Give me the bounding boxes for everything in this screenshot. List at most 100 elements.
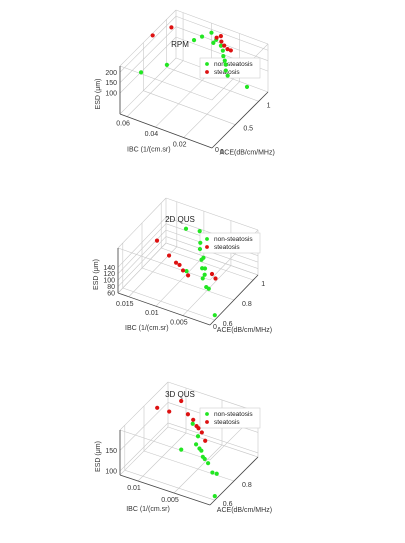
z-tick-label: 200 [105,70,117,77]
z-tick-label: 60 [107,291,115,298]
steatosis-point [180,268,186,273]
x-tick-label: 0.06 [116,121,130,128]
x-axis-label: IBC (1/(cm.sr) [127,147,171,154]
non-steatosis-point [222,58,227,63]
x-tick-label: 0.01 [127,485,141,492]
steatosis-point [179,398,184,404]
legend-marker [205,245,209,249]
steatosis-point [199,430,204,435]
non-steatosis-point [225,73,230,78]
non-steatosis-point [199,34,205,39]
non-steatosis-point [202,456,207,462]
x-tick-label: 0.04 [145,131,159,138]
steatosis-point [218,34,223,39]
x-tick-label: 0 [213,324,217,331]
z-axis-label: ESD (μm) [95,441,102,472]
legend-label-0: non-steatosis [214,236,253,243]
non-steatosis-point [202,266,208,271]
y-axis [211,91,269,149]
legend-marker [205,62,209,66]
non-steatosis-point [199,448,204,453]
steatosis-point [203,438,208,443]
grid-line [165,242,259,276]
grid-line [161,247,254,281]
steatosis-point [191,417,196,422]
non-steatosis-point [193,442,199,447]
z-tick-label: 150 [105,448,117,455]
z-tick-label: 100 [103,278,115,285]
chart-panel-3: 0.005 0.01 0.6 0.8 100 150 IBC (1/(cm.sr) ACE(d… [95,381,272,514]
steatosis-point [173,260,179,265]
x-tick-label: 0.01 [145,310,159,317]
x-axis-label: IBC (1/(cm.sr) [125,325,169,332]
steatosis-point [228,48,233,53]
non-steatosis-point [223,68,228,73]
steatosis-point [219,39,224,44]
legend-label-1: steatosis [214,419,240,426]
y-tick-label: 0 [220,149,224,156]
y-tick-label: 1 [261,281,265,288]
box-edge [119,9,177,67]
grid-line [155,70,212,128]
z-tick-label: 120 [103,271,115,278]
non-steatosis-point [202,272,207,277]
x-axis [119,474,211,506]
non-steatosis-point [198,240,203,245]
non-steatosis-point [223,62,228,67]
chart-title: 2D QUS [165,215,195,224]
legend-box [199,57,261,79]
chart-panel-1: 0.02 0.04 0.06 0 0 0.5 1 100 150 200 IBC (1/(cm.sr… [95,9,275,156]
legend-label-1: steatosis [214,69,240,76]
non-steatosis-point [201,255,206,260]
grid-line [143,90,236,125]
steatosis-point [222,43,227,48]
legend-marker [205,420,209,424]
y-tick-label: 1 [267,102,271,109]
z-axis-label: ESD (μm) [95,79,102,110]
y-tick-label: 0.8 [242,301,252,308]
grid-line [166,67,259,102]
chart-title: RPM [171,40,189,49]
box-edge [117,247,211,281]
non-steatosis-point [200,276,205,281]
non-steatosis-point [220,48,225,53]
non-steatosis-point [183,226,189,231]
z-tick-label: 80 [107,284,115,291]
steatosis-point [177,262,182,268]
legend-box [199,407,261,429]
x-tick-label: 0 [215,147,219,154]
z-tick-label: 100 [105,468,117,475]
non-steatosis-point [197,228,202,234]
grid-line [175,15,269,51]
y-axis-label: ACE(dB/cm/MHz) [217,327,272,334]
grid-line [167,422,259,454]
non-steatosis-point [212,313,217,318]
non-steatosis-point [244,84,250,90]
non-steatosis-point [164,62,169,67]
non-steatosis-point [214,471,219,476]
box-edge [165,197,259,231]
non-steatosis-point [195,434,201,439]
box-edge [167,426,259,458]
grid-line [122,287,215,321]
y-axis-label: ACE(dB/cm/MHz) [220,149,275,156]
non-steatosis-point [221,54,226,59]
y-tick-label: 0.5 [243,126,253,133]
y-axis [209,456,259,506]
non-steatosis-point [211,40,216,45]
y-tick-label: 0.8 [242,482,252,489]
non-steatosis-point [205,461,211,466]
steatosis-point [225,47,230,52]
legend-label-0: non-steatosis [214,61,253,68]
steatosis-point [150,33,155,38]
grid-line [119,26,177,83]
box-edge [119,65,213,101]
grid-line [175,26,269,61]
grid-line [143,450,235,482]
non-steatosis-point [190,421,195,426]
z-axis-label: ESD (μm) [93,259,100,290]
grid-line [124,469,215,501]
chart-title: 3D QUS [165,390,195,399]
